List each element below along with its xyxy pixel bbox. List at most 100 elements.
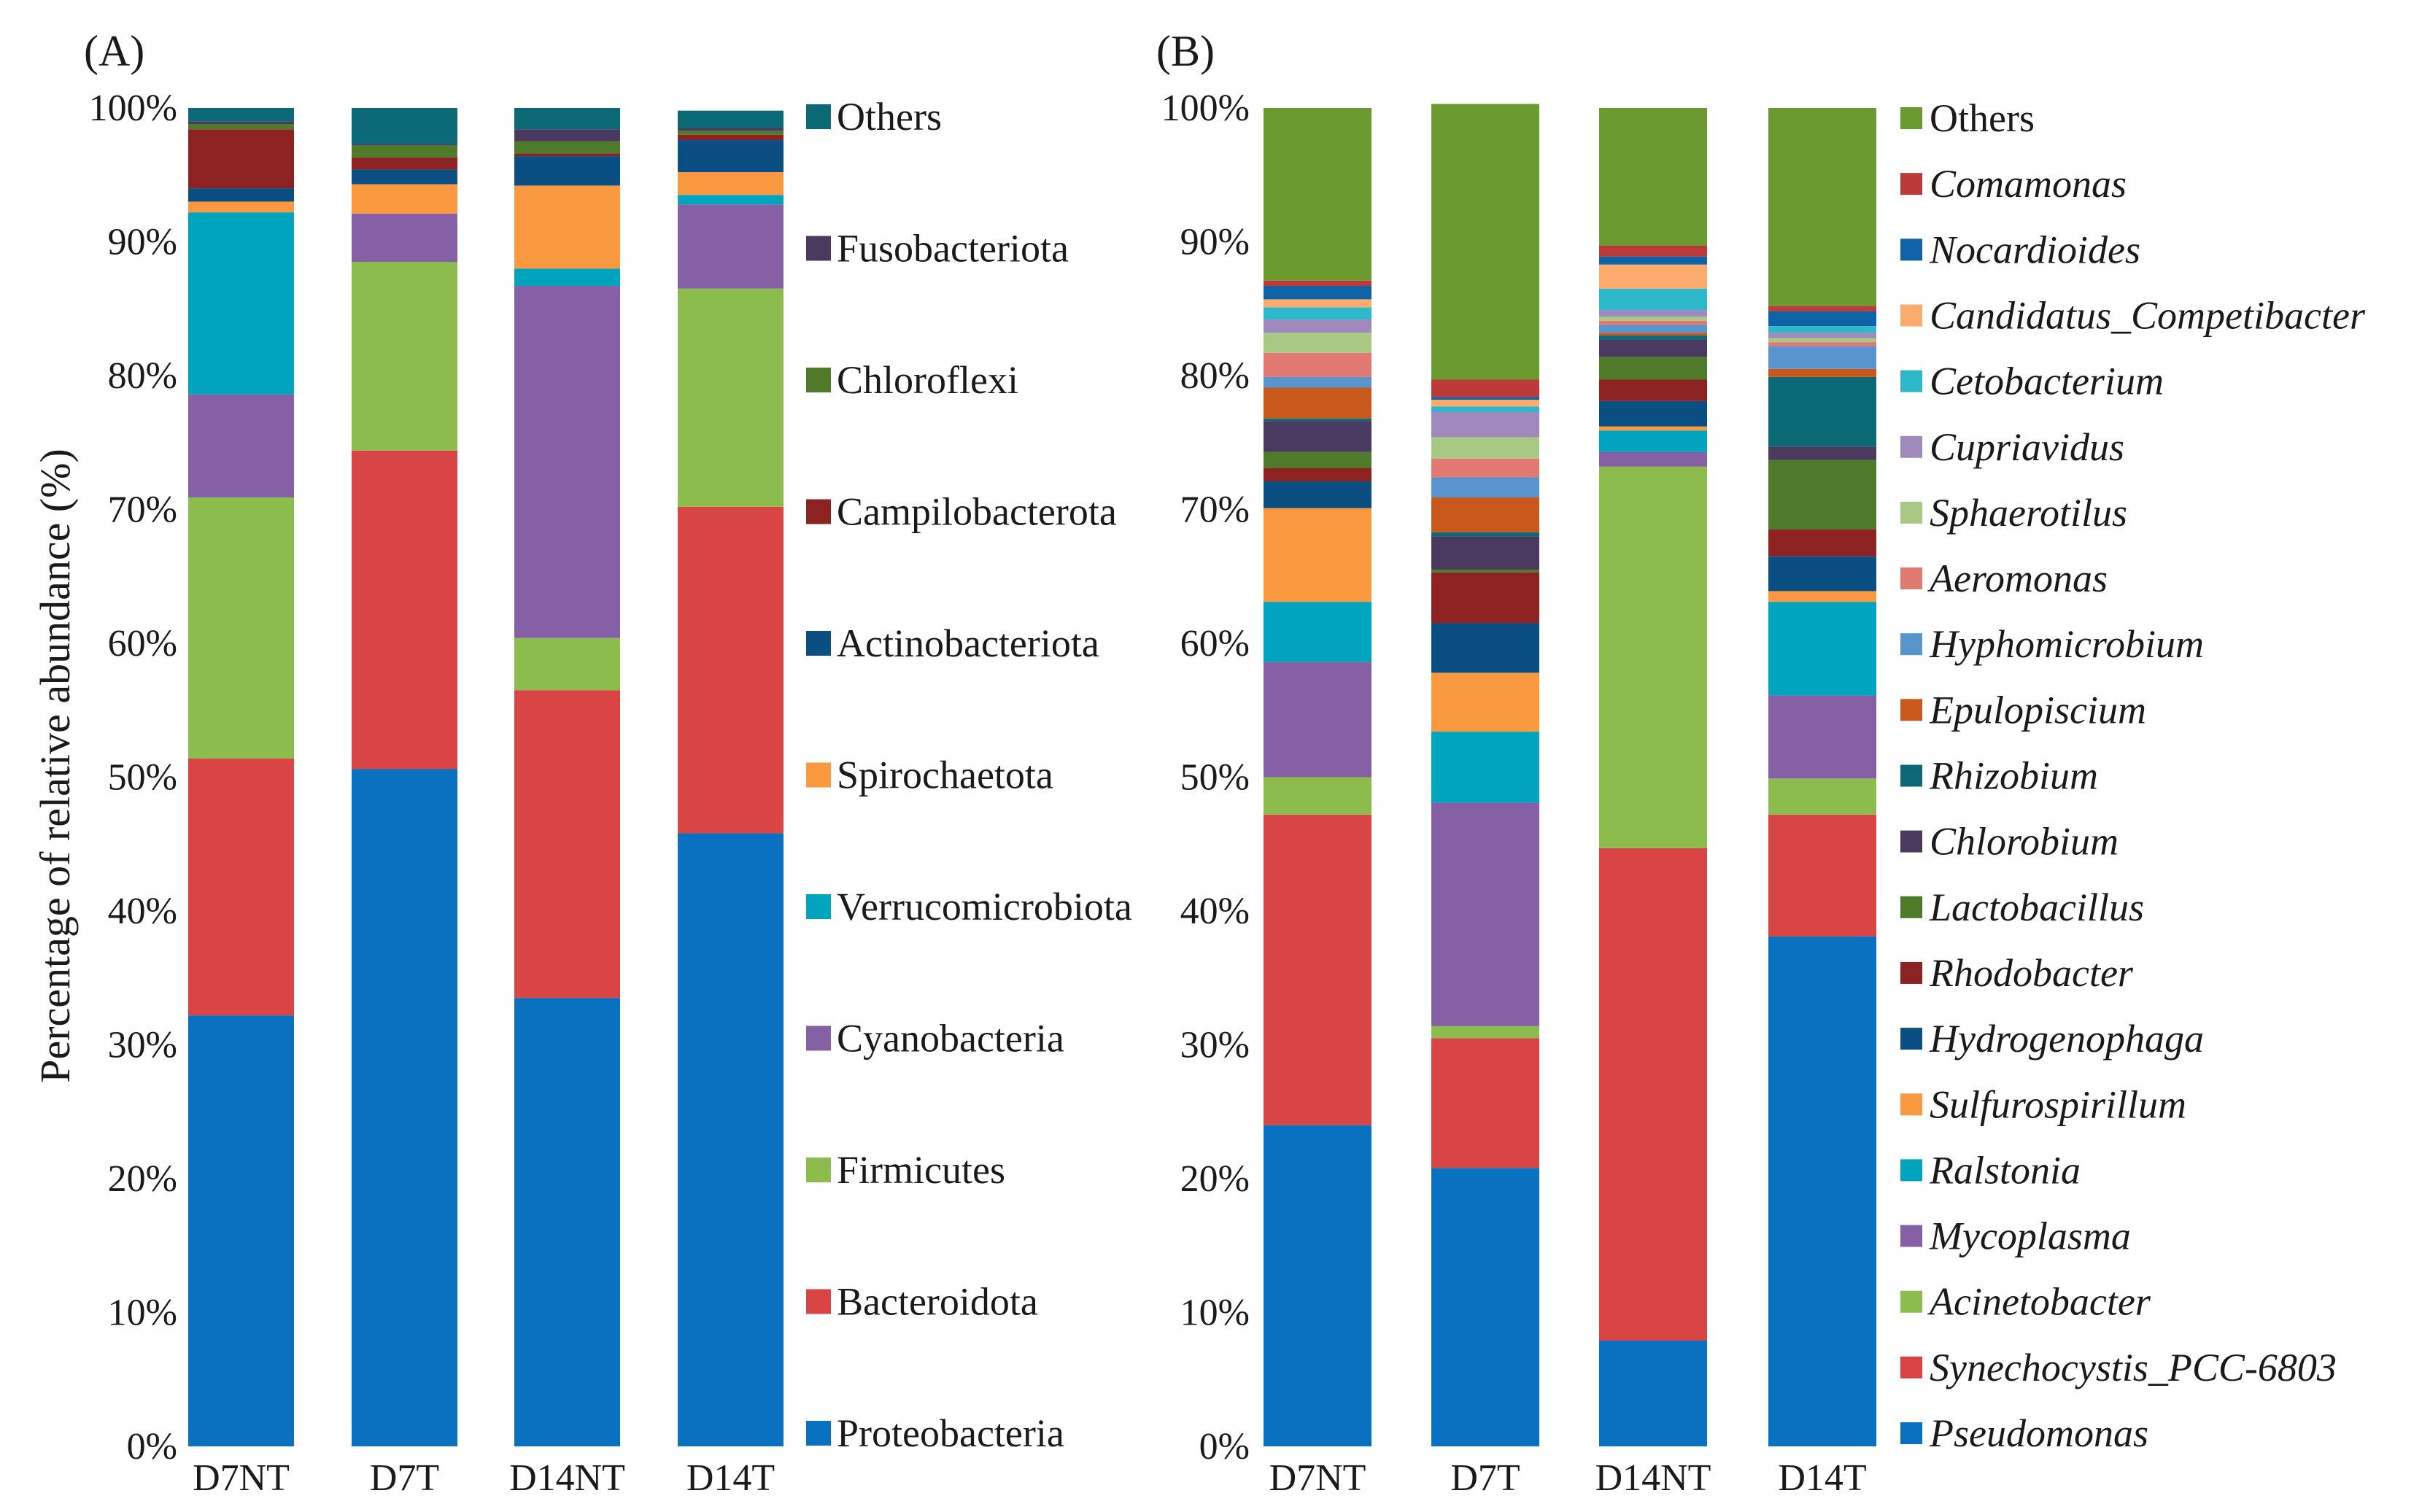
bar-segment-d14t-spirochaetota — [678, 172, 784, 195]
bar-segment-d7t-lactobacillus — [1431, 570, 1539, 573]
legend-swatch-comamonas — [1900, 173, 1922, 195]
bar-segment-d14nt-others — [514, 108, 620, 130]
bar-segment-d14nt-cetobacterium — [1599, 288, 1707, 311]
legend-label-cetobacterium: Cetobacterium — [1930, 360, 2164, 403]
y-tick-label: 30% — [1180, 1025, 1250, 1066]
bar-segment-d7t-firmicutes — [352, 262, 457, 451]
y-tick-label: 50% — [1180, 757, 1250, 799]
bar-segment-d14t-chloroflexi — [678, 131, 784, 135]
bar-segment-d7nt-nocardioides — [1264, 286, 1371, 300]
y-tick-label: 30% — [108, 1025, 177, 1066]
bar-segment-d7nt-cupriavidus — [1264, 319, 1371, 333]
bar-segment-d14nt-comamonas — [1599, 246, 1707, 257]
legend-label-hyphomicrobium: Hyphomicrobium — [1929, 622, 2204, 666]
legend-swatch-fusobacteriota — [806, 236, 831, 261]
legend-label-others: Others — [1930, 96, 2035, 140]
bar-segment-d14t-cetobacterium — [1768, 326, 1876, 333]
bar-segment-d14t-mycoplasma — [1768, 695, 1876, 779]
bar-segment-d14nt-rhodobacter — [1599, 379, 1707, 401]
bar-segment-d7t-rhodobacter — [1431, 572, 1539, 624]
bar-segment-d7nt-lactobacillus — [1264, 451, 1371, 468]
legend-swatch-pseudomonas — [1900, 1422, 1922, 1444]
legend-swatch-rhizobium — [1900, 764, 1922, 787]
legend-swatch-others — [806, 104, 831, 129]
bar-segment-d14t-actinobacteriota — [678, 140, 784, 173]
bar-segment-d7nt-comamonas — [1264, 280, 1371, 287]
bar-segment-d14nt-chlorobium — [1599, 339, 1707, 357]
bar-segment-d14nt-lactobacillus — [1599, 357, 1707, 380]
bar-segment-d14nt-firmicutes — [514, 637, 620, 691]
legend-swatch-verrucomicrobiota — [806, 894, 831, 919]
bar-segment-d7nt-actinobacteriota — [188, 188, 294, 202]
bar-segment-d14t-rhodobacter — [1768, 530, 1876, 557]
legend-label-rhizobium: Rhizobium — [1929, 754, 2098, 798]
legend-swatch-candidatus-competibacter — [1900, 304, 1922, 327]
panel-b-chart: (B) 0% 10% 20% 30% 40% 50% 60% 70% 80% 90% 100% D7… — [1156, 27, 2366, 1499]
bar-segment-d7t-hydrogenophaga — [1431, 623, 1539, 673]
x-category-label: D7NT — [1269, 1457, 1366, 1499]
legend-label-candidatus-competibacter: Candidatus_Competibacter — [1930, 293, 2366, 337]
legend-swatch-ralstonia — [1900, 1159, 1922, 1182]
legend-label-cupriavidus: Cupriavidus — [1930, 425, 2124, 469]
bar-segment-d7t-pseudomonas — [1431, 1168, 1539, 1446]
legend-label-rhodobacter: Rhodobacter — [1929, 951, 2134, 995]
bar-segment-d14t-cupriavidus — [1768, 333, 1876, 338]
bar-segment-d7nt-pseudomonas — [1264, 1125, 1371, 1446]
legend-label-mycoplasma: Mycoplasma — [1929, 1214, 2131, 1258]
legend-label-campilobacterota: Campilobacterota — [837, 490, 1117, 534]
bar-segment-d14nt-proteobacteria — [514, 998, 620, 1446]
legend-swatch-cetobacterium — [1900, 370, 1922, 392]
bar-segment-d14t-hyphomicrobium — [1768, 346, 1876, 369]
bar-segment-d14nt-synechocystis-pcc-6803 — [1599, 848, 1707, 1341]
bar-segment-d7nt-fusobacteriota — [188, 121, 294, 125]
legend-label-spirochaetota: Spirochaetota — [837, 753, 1053, 797]
bar-segment-d7t-campilobacterota — [352, 157, 457, 170]
bar-segment-d14t-pseudomonas — [1768, 936, 1876, 1446]
legend-swatch-acinetobacter — [1900, 1290, 1922, 1313]
bar-segment-d7nt-rhizobium — [1264, 418, 1371, 422]
y-tick-label: 10% — [1180, 1292, 1250, 1334]
bar-segment-d14t-fusobacteriota — [678, 128, 784, 131]
panel-a-y-ticks: 0% 10% 20% 30% 40% 50% 60% 70% 80% 90% 100% — [89, 88, 177, 1468]
bar-segment-d14t-acinetobacter — [1768, 778, 1876, 815]
legend-swatch-bacteroidota — [806, 1289, 831, 1314]
legend-label-chloroflexi: Chloroflexi — [837, 358, 1018, 402]
bar-segment-d7t-chlorobium — [1431, 536, 1539, 570]
bar-segment-d7t-proteobacteria — [352, 769, 457, 1446]
bar-segment-d7nt-chlorobium — [1264, 421, 1371, 452]
bar-segment-d7nt-mycoplasma — [1264, 662, 1371, 778]
panel-a-legend: Others Fusobacteriota Chloroflexi Campiloba… — [806, 95, 1132, 1455]
bar-segment-d14t-comamonas — [1768, 306, 1876, 311]
bar-segment-d7nt-verrucomicrobiota — [188, 212, 294, 395]
legend-label-epulopiscium: Epulopiscium — [1929, 688, 2146, 732]
bar-segment-d14nt-fusobacteriota — [514, 129, 620, 141]
bar-segment-d7nt-others — [188, 108, 294, 122]
legend-swatch-hydrogenophaga — [1900, 1028, 1922, 1050]
bar-segment-d14t-aeromonas — [1768, 342, 1876, 346]
legend-swatch-spirochaetota — [806, 762, 831, 788]
bar-segment-d7nt-epulopiscium — [1264, 387, 1371, 419]
legend-label-synechocystis-pcc-6803: Synechocystis_PCC-6803 — [1930, 1346, 2337, 1389]
bar-segment-d7nt-hydrogenophaga — [1264, 481, 1371, 508]
bar-segment-d14t-campilobacterota — [678, 134, 784, 141]
legend-label-chlorobium: Chlorobium — [1930, 820, 2119, 864]
y-tick-label: 50% — [108, 757, 177, 799]
legend-swatch-aeromonas — [1900, 567, 1922, 590]
bar-segment-d7t-nocardioides — [1431, 397, 1539, 400]
bar-segment-d14nt-actinobacteriota — [514, 156, 620, 186]
legend-swatch-sulfurospirillum — [1900, 1093, 1922, 1116]
bar-segment-d14t-sphaerotilus — [1768, 338, 1876, 343]
legend-swatch-synechocystis-pcc-6803 — [1900, 1356, 1922, 1379]
panel-b-y-ticks: 0% 10% 20% 30% 40% 50% 60% 70% 80% 90% 100% — [1161, 88, 1250, 1468]
bar-segment-d7nt-campilobacterota — [188, 129, 294, 189]
y-tick-label: 90% — [1180, 222, 1250, 263]
legend-swatch-nocardioides — [1900, 239, 1922, 261]
bar-segment-d7nt-candidatus-competibacter — [1264, 299, 1371, 308]
bar-segment-d14t-chlorobium — [1768, 446, 1876, 460]
bar-segment-d7t-others — [1431, 104, 1539, 380]
legend-label-firmicutes: Firmicutes — [837, 1148, 1005, 1192]
bar-segment-d7t-rhizobium — [1431, 532, 1539, 537]
legend-swatch-cupriavidus — [1900, 435, 1922, 458]
bar-segment-d14nt-aeromonas — [1599, 320, 1707, 325]
legend-label-sphaerotilus: Sphaerotilus — [1930, 491, 2127, 535]
